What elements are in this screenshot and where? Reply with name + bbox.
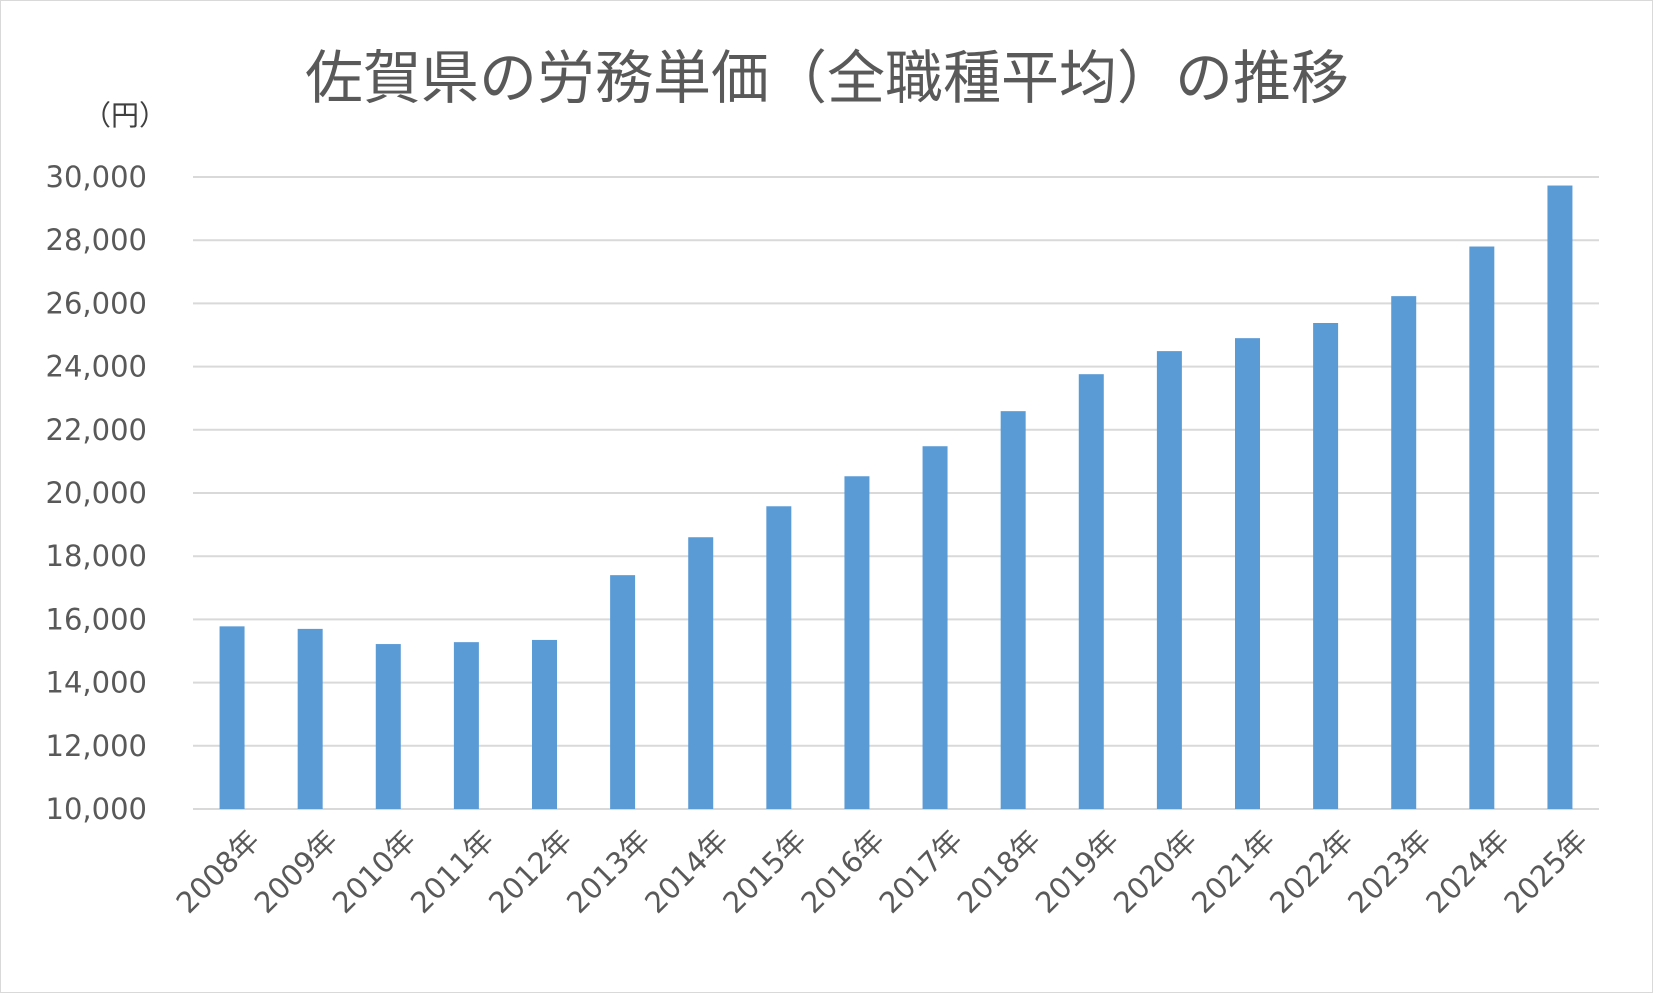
bar-2025年 [1547, 185, 1573, 810]
bar-2023年 [1391, 296, 1417, 810]
gridlines [193, 176, 1599, 810]
x-tick-label: 2020年 [1107, 823, 1204, 920]
x-tick-label: 2014年 [638, 823, 735, 920]
x-tick-label: 2010年 [326, 823, 423, 920]
bar-2020年 [1156, 351, 1182, 809]
x-tick-label: 2022年 [1263, 823, 1360, 920]
bar-2016年 [844, 476, 870, 809]
bar-2008年 [219, 626, 245, 809]
chart-title: 佐賀県の労務単価（全職種平均）の推移 [305, 44, 1349, 112]
y-axis-unit-label: （円） [83, 99, 167, 132]
y-tick-label: 28,000 [46, 223, 147, 257]
y-tick-label: 18,000 [46, 539, 147, 573]
y-tick-label: 10,000 [46, 792, 147, 826]
x-tick-label: 2011年 [404, 823, 501, 920]
y-tick-label: 16,000 [46, 602, 147, 636]
bar-2013年 [610, 575, 636, 809]
x-tick-label: 2015年 [716, 823, 813, 920]
y-axis-tick-labels: 10,000 12,000 14,000 16,000 18,000 20,000 22,0… [46, 160, 147, 826]
y-tick-label: 26,000 [46, 286, 147, 320]
y-tick-label: 22,000 [46, 413, 147, 447]
bar-2010年 [375, 644, 401, 809]
bar-2022年 [1313, 322, 1339, 809]
y-tick-label: 30,000 [46, 160, 147, 194]
bar-2012年 [532, 639, 557, 809]
y-tick-label: 24,000 [46, 350, 147, 384]
bar-2021年 [1235, 338, 1260, 809]
y-tick-label: 12,000 [46, 729, 147, 763]
y-tick-label: 14,000 [46, 666, 147, 700]
x-tick-label: 2025年 [1497, 823, 1594, 920]
x-tick-label: 2023年 [1341, 823, 1438, 920]
bar-2019年 [1078, 374, 1104, 809]
bar-2017年 [922, 446, 948, 809]
x-tick-label: 2013年 [560, 823, 657, 920]
x-tick-label: 2018年 [951, 823, 1048, 920]
bars [219, 185, 1573, 810]
x-tick-label: 2008年 [170, 823, 267, 920]
x-tick-label: 2016年 [794, 823, 891, 920]
y-tick-label: 20,000 [46, 476, 147, 510]
x-tick-label: 2019年 [1029, 823, 1126, 920]
x-tick-label: 2021年 [1185, 823, 1282, 920]
x-tick-label: 2009年 [248, 823, 345, 920]
bar-2014年 [688, 537, 714, 809]
bar-2018年 [1000, 411, 1026, 809]
bar-2011年 [453, 642, 479, 809]
x-axis-tick-labels: 2008年2009年2010年2011年2012年2013年2014年2015年… [170, 823, 1595, 920]
bar-2024年 [1469, 246, 1495, 809]
x-tick-label: 2017年 [873, 823, 970, 920]
x-tick-label: 2012年 [482, 823, 579, 920]
x-tick-label: 2024年 [1419, 823, 1516, 920]
bar-2009年 [297, 628, 323, 809]
bar-2015年 [766, 506, 792, 809]
